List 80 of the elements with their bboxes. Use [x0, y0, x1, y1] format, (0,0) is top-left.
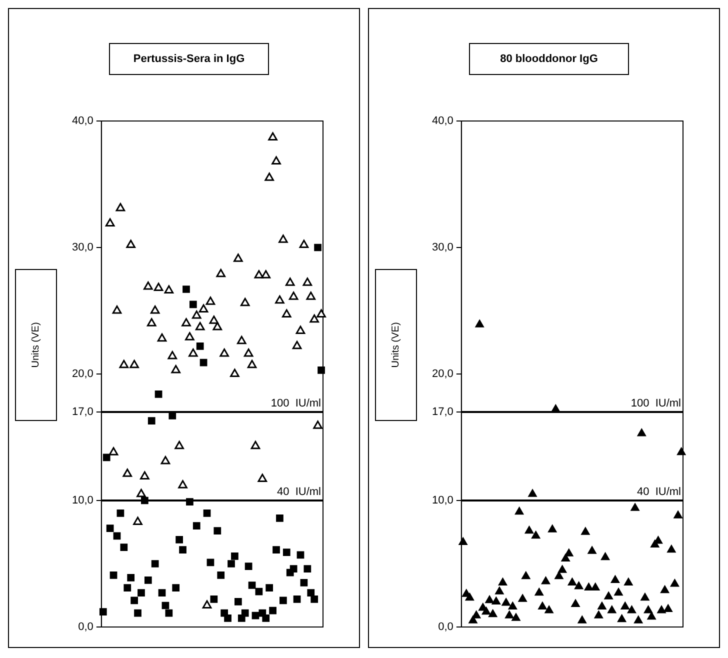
- ref-line-label: 100 IU/ml: [630, 397, 681, 410]
- point: [171, 364, 180, 374]
- point: [261, 270, 271, 278]
- point: [198, 304, 208, 312]
- y-tick-label: 40,0: [72, 115, 94, 128]
- y-tick-label: 20,0: [432, 368, 454, 380]
- point: [185, 332, 194, 340]
- point: [216, 268, 226, 278]
- point: [157, 333, 167, 342]
- point: [285, 278, 295, 286]
- ref-line-label: 40 IU/ml: [276, 486, 321, 498]
- point: [268, 132, 278, 140]
- point: [275, 295, 284, 304]
- point: [282, 309, 292, 318]
- y-tick-label: 0,0: [78, 621, 94, 634]
- point: [230, 368, 240, 377]
- point: [299, 240, 309, 248]
- point: [192, 310, 202, 319]
- chart-title: Pertussis-Sera in IgG: [109, 43, 269, 75]
- y-tick-label: 17,0: [72, 406, 94, 418]
- point: [310, 314, 319, 323]
- point: [278, 234, 288, 243]
- point: [146, 318, 156, 326]
- chart-title: 80 blooddonor IgG: [469, 43, 629, 75]
- y-tick-label: 20,0: [72, 368, 94, 380]
- point: [236, 336, 246, 344]
- y-tick-label: 30,0: [72, 242, 94, 254]
- point: [133, 516, 142, 526]
- point: [254, 270, 264, 278]
- y-tick-label: 30,0: [432, 242, 454, 254]
- point: [174, 440, 184, 450]
- point: [258, 474, 268, 482]
- point: [178, 480, 188, 488]
- point: [206, 296, 216, 305]
- point: [130, 360, 139, 368]
- point: [150, 306, 160, 314]
- y-axis-title: Units (VE): [30, 322, 42, 368]
- y-tick-label: 10,0: [72, 494, 94, 507]
- y-tick-label: 40,0: [432, 115, 454, 128]
- point: [112, 306, 122, 314]
- point: [313, 420, 322, 429]
- y-tick-label: 0,0: [438, 621, 454, 634]
- point: [140, 471, 150, 480]
- point: [250, 440, 260, 450]
- point: [202, 600, 212, 608]
- point: [195, 322, 205, 330]
- y-tick-label: 10,0: [432, 494, 454, 507]
- point: [292, 340, 302, 350]
- point: [264, 172, 274, 181]
- point: [247, 360, 257, 368]
- point: [116, 203, 126, 212]
- point: [288, 292, 298, 300]
- point: [160, 456, 170, 464]
- point: [209, 316, 219, 324]
- point: [164, 285, 174, 294]
- point: [316, 309, 326, 318]
- point: [108, 447, 118, 456]
- point: [212, 322, 222, 330]
- point: [244, 348, 254, 357]
- point: [154, 282, 164, 291]
- point: [144, 281, 153, 290]
- point: [272, 156, 281, 164]
- point: [220, 348, 229, 357]
- point: [306, 292, 316, 300]
- point: [188, 348, 198, 357]
- point: [136, 488, 146, 498]
- point: [182, 318, 191, 326]
- point: [302, 278, 312, 286]
- point: [122, 468, 132, 477]
- point: [240, 298, 250, 306]
- point: [119, 360, 129, 368]
- ref-line-label: 40 IU/ml: [636, 486, 681, 498]
- point: [168, 351, 178, 360]
- ref-line-label: 100 IU/ml: [270, 397, 321, 410]
- y-axis-title: Units (VE): [390, 322, 402, 368]
- point: [234, 254, 243, 262]
- point: [126, 240, 136, 248]
- point: [105, 218, 115, 226]
- point: [296, 326, 306, 334]
- y-tick-label: 17,0: [432, 406, 454, 418]
